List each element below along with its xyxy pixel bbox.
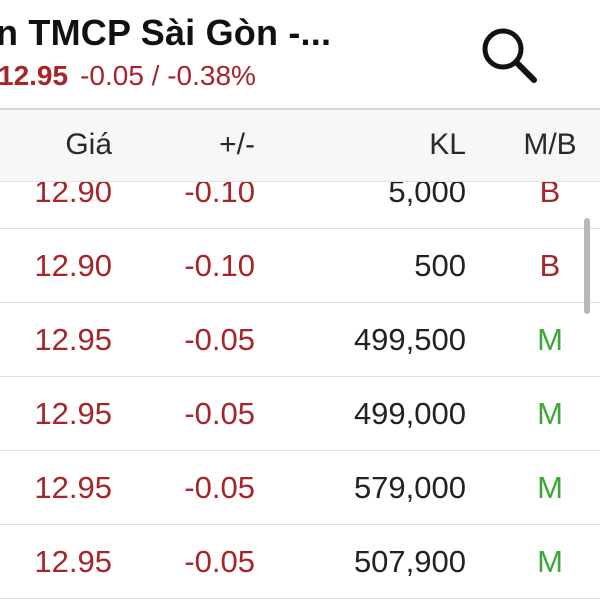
trade-change: -0.05 [184,544,255,579]
trade-price: 12.95 [34,396,112,431]
trade-price: 12.90 [34,248,112,283]
table-row[interactable]: 12.95 -0.05 499,000 M [0,377,600,451]
trade-volume: 499,000 [353,396,466,431]
trade-side: B [539,248,561,283]
trade-list[interactable]: 12.90 -0.10 5,000 B 12.90 -0.10 500 B 12… [0,182,600,600]
current-price: 12.95 [0,60,69,91]
stock-header: n TMCP Sài Gòn -... 12.95 -0.05 / -0.38% [0,0,600,108]
trade-change: -0.05 [184,470,255,505]
table-row[interactable]: 12.90 -0.10 5,000 B [0,182,600,229]
trade-side: M [537,544,563,579]
table-header: Giá +/- KL M/B [0,110,600,182]
trade-volume: 579,000 [353,470,466,505]
trade-change: -0.05 [184,322,255,357]
header-divider [0,108,600,110]
search-icon [482,28,537,83]
trade-volume: 500 [414,248,466,283]
trade-change: -0.10 [184,248,255,283]
column-header-volume: KL [429,128,466,161]
trade-change: -0.05 [184,396,255,431]
trade-price: 12.95 [34,544,112,579]
trade-volume: 5,000 [388,182,466,209]
trade-change: -0.10 [184,182,255,209]
trade-price: 12.95 [34,322,112,357]
trade-volume: 507,900 [353,544,466,579]
table-row[interactable]: 12.95 -0.05 579,000 M [0,451,600,525]
stock-title: n TMCP Sài Gòn -... [0,12,332,53]
price-change: -0.05 / -0.38% [80,60,256,91]
trade-volume: 499,500 [353,322,466,357]
trade-side: B [539,182,561,209]
table-row[interactable]: 12.90 -0.10 500 B [0,229,600,303]
column-header-price: Giá [65,128,112,161]
trade-side: M [537,470,563,505]
trade-price: 12.95 [34,470,112,505]
trade-side: M [537,396,563,431]
search-button[interactable] [476,22,540,86]
scrollbar[interactable] [584,218,590,314]
trade-rows: 12.90 -0.10 5,000 B 12.90 -0.10 500 B 12… [0,182,600,599]
table-row[interactable]: 12.95 -0.05 499,500 M [0,303,600,377]
price-line: 12.95 -0.05 / -0.38% [0,60,256,92]
table-row[interactable]: 12.95 -0.05 507,900 M [0,525,600,599]
column-header-side: M/B [523,128,577,161]
column-header-change: +/- [219,128,255,161]
trade-price: 12.90 [34,182,112,209]
trade-side: M [537,322,563,357]
